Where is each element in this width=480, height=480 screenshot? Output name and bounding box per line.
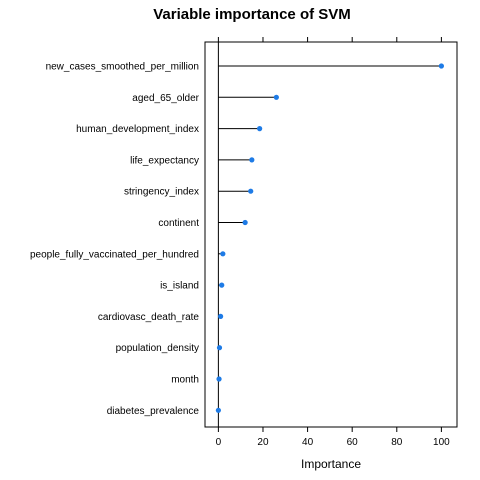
category-label: continent bbox=[158, 218, 199, 229]
category-label: people_fully_vaccinated_per_hundred bbox=[30, 249, 199, 260]
category-label: life_expectancy bbox=[130, 155, 199, 166]
x-tick-label: 20 bbox=[257, 437, 269, 448]
dot-plot-marks bbox=[215, 63, 444, 413]
importance-point bbox=[273, 94, 279, 100]
category-label: population_density bbox=[116, 343, 199, 354]
x-tick-label: 100 bbox=[433, 437, 450, 448]
x-tick-label: 80 bbox=[391, 437, 403, 448]
category-label: is_island bbox=[160, 281, 199, 292]
chart-title: Variable importance of SVM bbox=[153, 6, 351, 23]
importance-point bbox=[219, 282, 225, 288]
x-axis-label: Importance bbox=[301, 457, 361, 471]
importance-point bbox=[438, 63, 444, 69]
importance-point bbox=[249, 157, 255, 163]
category-label: diabetes_prevalence bbox=[107, 406, 200, 417]
importance-point bbox=[220, 251, 226, 257]
x-tick-label: 40 bbox=[302, 437, 314, 448]
category-label: new_cases_smoothed_per_million bbox=[46, 62, 199, 73]
category-label: stringency_index bbox=[124, 187, 199, 198]
category-label: cardiovasc_death_rate bbox=[98, 312, 200, 323]
x-tick-label: 0 bbox=[216, 437, 222, 448]
importance-point bbox=[257, 126, 263, 132]
category-label: aged_65_older bbox=[132, 93, 199, 104]
plot-frame bbox=[204, 41, 458, 428]
importance-point bbox=[216, 376, 222, 382]
y-axis-labels: new_cases_smoothed_per_million aged_65_ol… bbox=[30, 62, 200, 417]
importance-point bbox=[218, 313, 224, 319]
x-tick-label: 60 bbox=[347, 437, 359, 448]
importance-point bbox=[242, 219, 248, 226]
importance-point bbox=[215, 407, 221, 413]
importance-point bbox=[248, 188, 254, 194]
category-label: month bbox=[171, 375, 199, 386]
x-axis-ticks: 0 20 40 60 80 100 bbox=[216, 37, 450, 448]
importance-point bbox=[216, 345, 223, 351]
category-label: human_development_index bbox=[76, 124, 199, 135]
